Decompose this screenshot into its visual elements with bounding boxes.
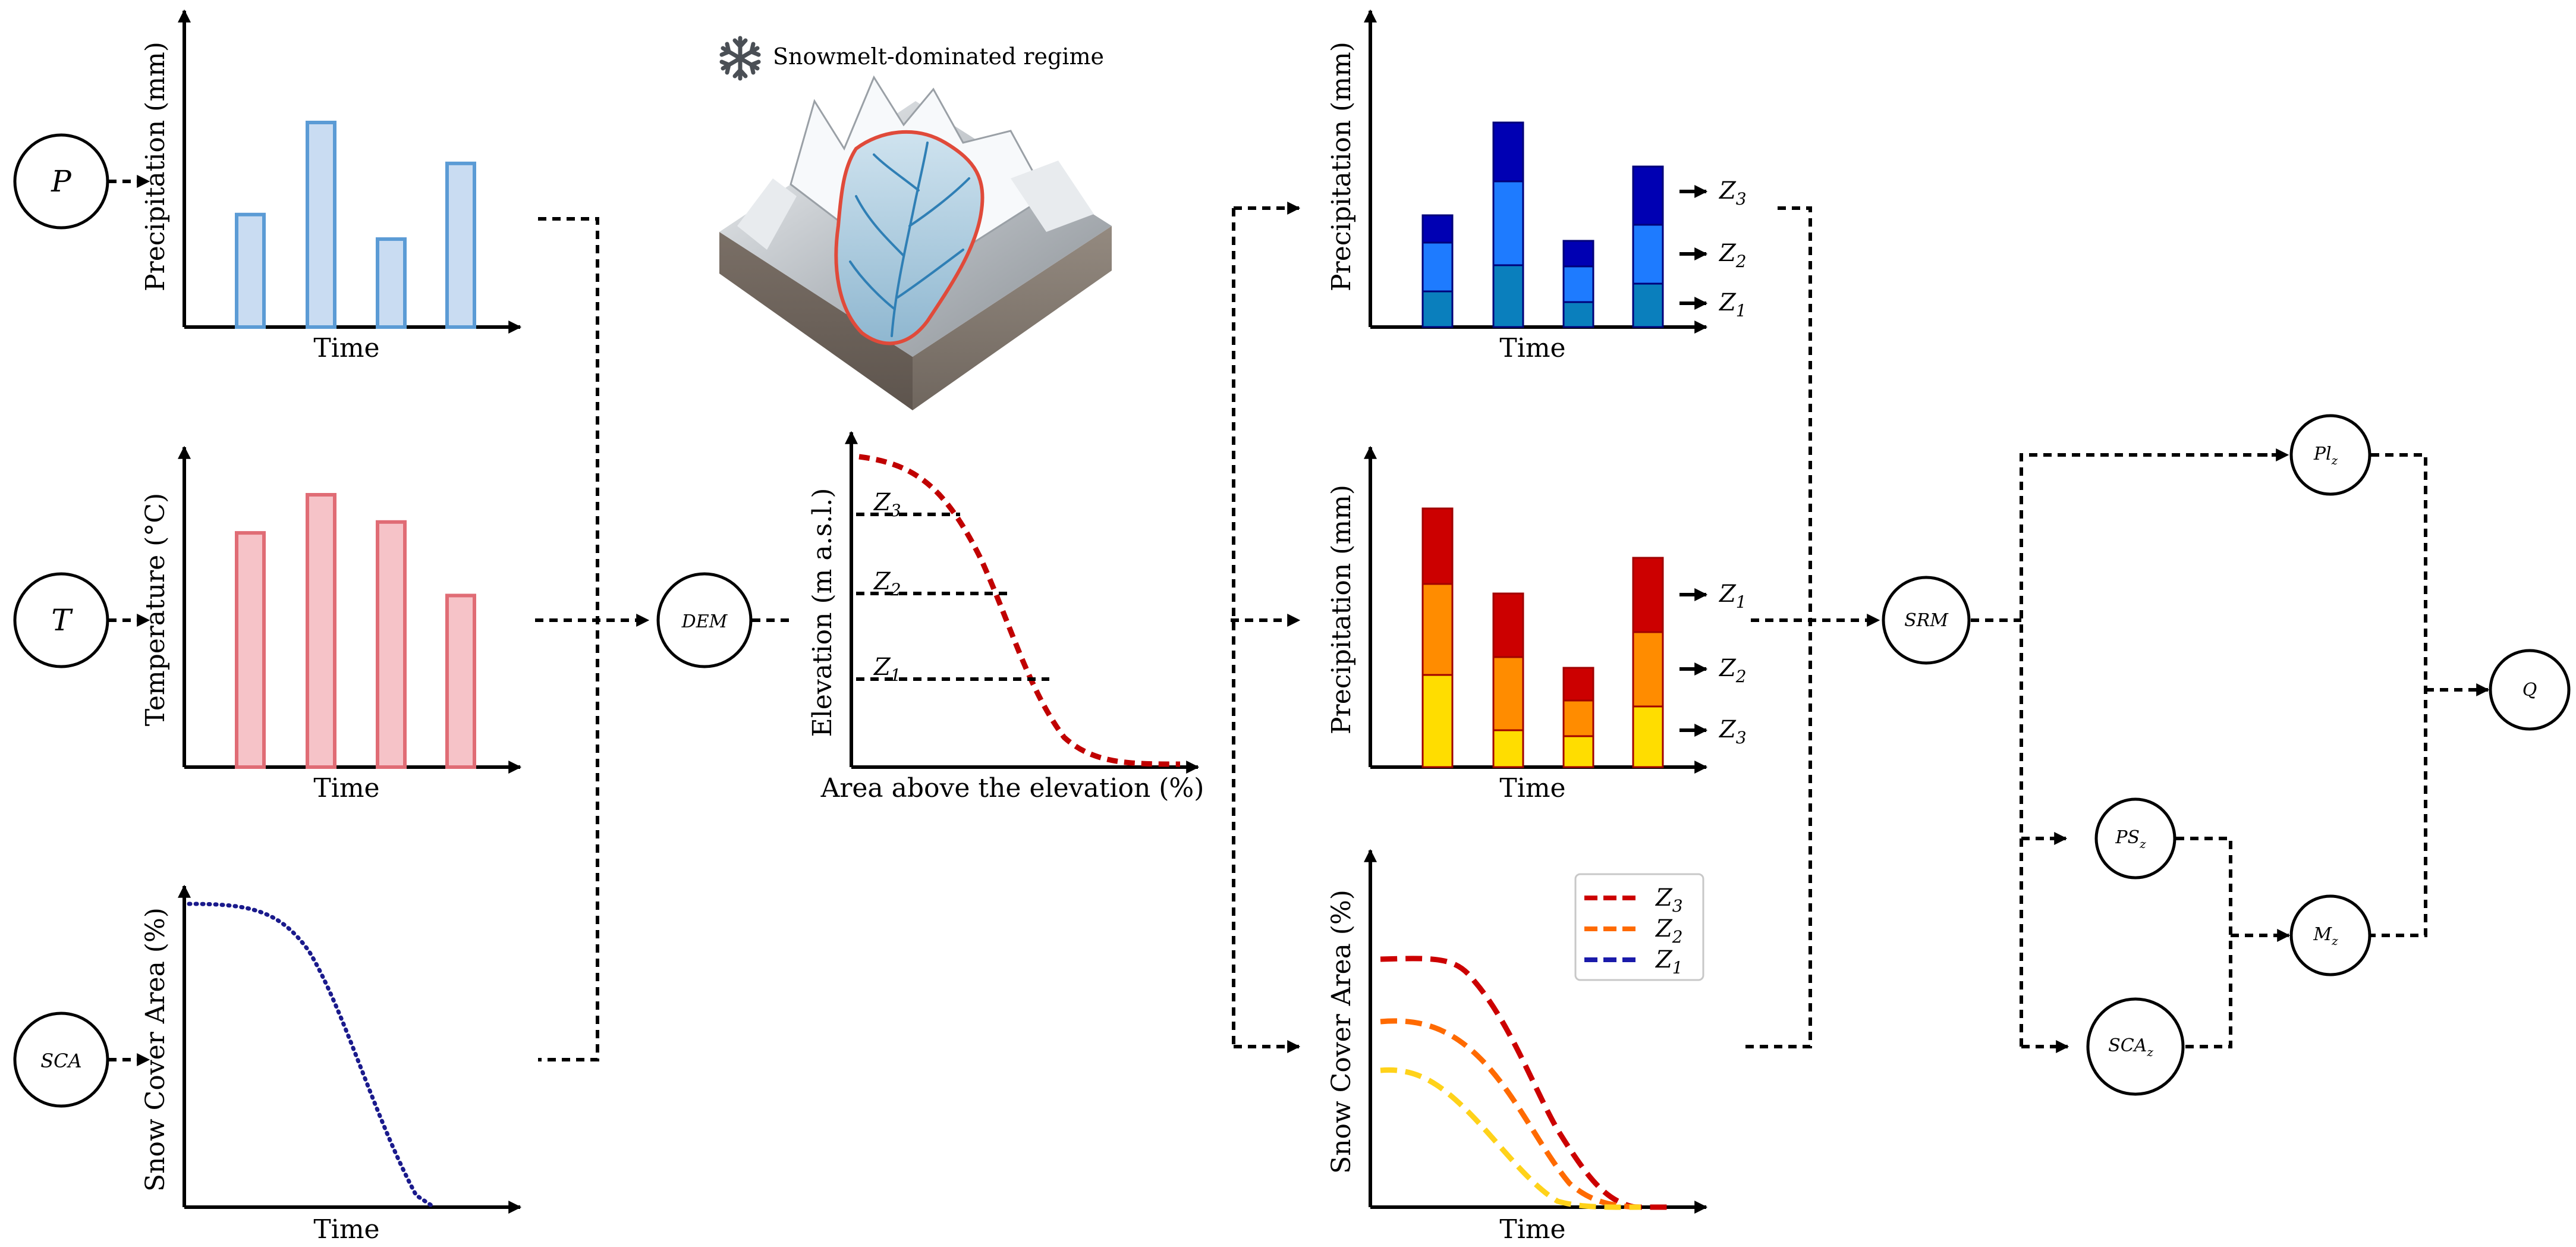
- bar-segment: [1632, 705, 1664, 768]
- zone-arrows: [1679, 588, 1708, 737]
- snowflake-icon: [719, 36, 761, 81]
- y-axis-label: Temperature (°C): [140, 493, 171, 726]
- node-p: P: [13, 133, 109, 230]
- zone-label-z2: Z2: [873, 568, 901, 599]
- node-sca: SCA: [13, 1012, 109, 1108]
- node-q: Q: [2489, 649, 2571, 731]
- temperature-input-chart: Time Temperature (°C): [140, 445, 522, 803]
- sca-z2-curve: [1380, 1018, 1647, 1210]
- node-scaz: SCAz: [2086, 997, 2185, 1096]
- zone-label-z3: Z3: [1718, 716, 1747, 747]
- node-label: SCA: [40, 1050, 82, 1072]
- y-axis-label: Elevation (m a.s.l.): [807, 488, 838, 737]
- node-label: Q: [2522, 680, 2537, 701]
- zoned-sca-chart: Z3 Z2 Z1 Time Snow Cover Area (%): [1326, 849, 1708, 1245]
- bar-segment: [1492, 729, 1524, 768]
- sca-z1-curve: [1380, 1067, 1641, 1210]
- node-label: Plz: [2313, 444, 2338, 467]
- x-axis-label: Time: [313, 1214, 379, 1245]
- node-label: P: [51, 164, 72, 199]
- x-axis-label: Time: [313, 773, 379, 803]
- bar: [306, 121, 336, 329]
- x-axis-label: Time: [1499, 773, 1565, 803]
- node-srm: SRM: [1882, 576, 1971, 665]
- node-plz: Plz: [2289, 414, 2371, 496]
- y-axis-label: Snow Cover Area (%): [140, 907, 171, 1192]
- y-axis-label: Precipitation (mm): [1326, 485, 1357, 734]
- regime-caption: Snowmelt-dominated regime: [773, 43, 1104, 70]
- x-axis-label: Area above the elevation (%): [820, 773, 1204, 803]
- zone-label-z1: Z1: [873, 654, 901, 685]
- node-label: T: [51, 603, 73, 637]
- sca-curve: [187, 902, 436, 1210]
- zone-label-z2: Z2: [1718, 655, 1747, 686]
- bar-segment: [1562, 301, 1594, 328]
- y-axis-label: Precipitation (mm): [1326, 42, 1357, 291]
- bar-segment: [1421, 290, 1454, 328]
- bars: [235, 493, 476, 769]
- y-axis-label: Snow Cover Area (%): [1326, 890, 1357, 1174]
- bar-segment: [1421, 674, 1454, 768]
- zone-label-z1: Z1: [1718, 289, 1747, 321]
- precip-input-chart: Time Precipitation (mm): [140, 9, 522, 363]
- zone-label-z3: Z3: [873, 489, 901, 520]
- x-axis-label: Time: [1499, 1214, 1565, 1245]
- bar: [235, 531, 266, 769]
- srm-branch-connector: [1971, 448, 2289, 1053]
- node-label: Mz: [2313, 924, 2338, 948]
- node-label: DEM: [681, 611, 728, 632]
- zone-label-z1: Z1: [1718, 580, 1747, 612]
- bar: [376, 520, 407, 769]
- legend: Z3 Z2 Z1: [1574, 873, 1704, 981]
- x-axis-label: Time: [1499, 333, 1565, 363]
- bar-segment: [1632, 282, 1664, 328]
- bar: [445, 161, 476, 329]
- bar-segment: [1492, 264, 1524, 328]
- x-axis-label: Time: [313, 333, 379, 363]
- y-axis-label: Precipitation (mm): [140, 42, 171, 291]
- zone-label-z2: Z2: [1718, 240, 1747, 271]
- watershed-terrain-illustration: [719, 75, 1112, 410]
- zoned-temp-chart: Time Precipitation (mm) Z1 Z2 Z3: [1326, 445, 1747, 803]
- node-dem: DEM: [656, 572, 753, 668]
- zone-label-z3: Z3: [1718, 177, 1747, 209]
- node-label: SCAz: [2108, 1035, 2153, 1059]
- zoned-merge-connector: [1745, 206, 1880, 1048]
- hypsometric-curve: [858, 454, 1181, 767]
- zone-arrows: [1679, 185, 1708, 310]
- sca-input-chart: Time Snow Cover Area (%): [140, 884, 522, 1245]
- model-flow-connectors: [2176, 453, 2490, 1048]
- hypsometric-chart: Z3 Z2 Z1 Area above the elevation (%) El…: [807, 431, 1204, 803]
- bar: [376, 237, 407, 329]
- stacked-bars: [1421, 507, 1664, 768]
- sca-z3-curve: [1380, 956, 1671, 1210]
- bar-segment: [1562, 735, 1594, 768]
- node-mz: Mz: [2289, 894, 2371, 976]
- zones-split-connector: [1231, 202, 1301, 1053]
- node-t: T: [13, 572, 109, 668]
- zoned-precip-chart: Time Precipitation (mm) Z3 Z2 Z1: [1326, 9, 1747, 363]
- bars: [235, 121, 476, 329]
- bar: [235, 212, 266, 329]
- node-label: SRM: [1904, 610, 1949, 631]
- stacked-bars: [1421, 121, 1664, 328]
- bar: [445, 593, 476, 769]
- bar: [306, 493, 336, 769]
- legend-label-z3: Z3: [1655, 884, 1683, 916]
- node-label: PSz: [2115, 827, 2146, 851]
- inputs-merge-connector: [535, 217, 650, 1061]
- node-psz: PSz: [2094, 797, 2176, 880]
